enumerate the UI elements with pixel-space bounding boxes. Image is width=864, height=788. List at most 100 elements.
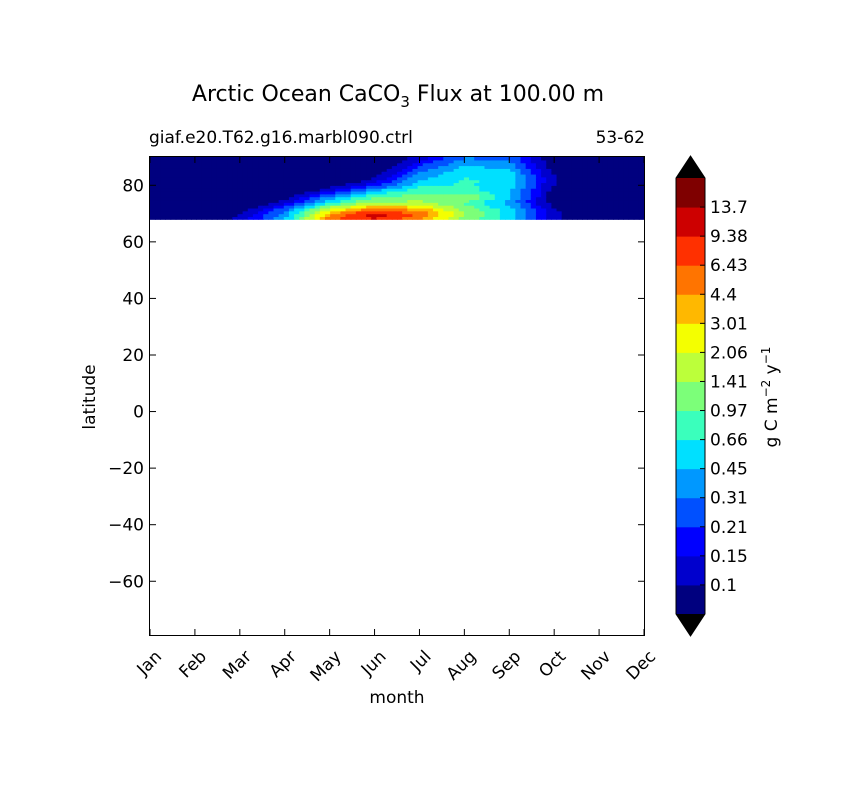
heatmap-cell xyxy=(530,205,537,209)
heatmap-cell xyxy=(165,185,172,189)
heatmap-cell xyxy=(407,205,414,209)
heatmap-cell xyxy=(453,205,460,209)
heatmap-cell xyxy=(355,182,362,186)
heatmap-cell xyxy=(283,173,290,178)
heatmap-cell xyxy=(623,213,630,217)
heatmap-cell xyxy=(551,165,558,169)
heatmap-cell xyxy=(546,182,552,186)
heatmap-cell xyxy=(397,213,403,217)
heatmap-cell xyxy=(582,193,588,198)
heatmap-cell xyxy=(582,179,588,184)
heatmap-cell xyxy=(597,176,604,181)
heatmap-cell xyxy=(340,190,347,195)
colorbar-under-triangle xyxy=(676,614,705,636)
heatmap-cell xyxy=(433,171,439,175)
heatmap-cell xyxy=(324,162,331,167)
heatmap-cell xyxy=(499,199,506,203)
heatmap-cell xyxy=(340,185,347,189)
heatmap-cell xyxy=(448,165,455,169)
heatmap-cell xyxy=(381,179,388,184)
heatmap-cell xyxy=(412,173,419,178)
heatmap-cell xyxy=(160,205,167,209)
heatmap-cell xyxy=(561,171,568,175)
heatmap-cell xyxy=(242,188,249,192)
heatmap-cell xyxy=(484,165,491,169)
heatmap-cell xyxy=(371,199,378,203)
heatmap-cell xyxy=(494,213,501,217)
heatmap-cell xyxy=(453,171,460,175)
heatmap-cell xyxy=(319,165,326,169)
heatmap-cell xyxy=(561,182,568,186)
heatmap-cell xyxy=(252,199,259,203)
heatmap-cell xyxy=(489,188,496,192)
heatmap-cell xyxy=(150,210,156,215)
heatmap-cell xyxy=(633,168,640,172)
heatmap-cell xyxy=(211,176,218,181)
heatmap-cell xyxy=(427,182,434,186)
heatmap-cell xyxy=(350,185,357,189)
heatmap-cell xyxy=(252,185,259,189)
heatmap-cell xyxy=(448,190,455,195)
heatmap-cell xyxy=(391,190,398,195)
heatmap-cell xyxy=(505,168,511,172)
heatmap-cell xyxy=(438,199,444,203)
heatmap-cell xyxy=(304,168,311,172)
heatmap-cell xyxy=(294,199,300,203)
heatmap-cell xyxy=(294,190,300,195)
heatmap-cell xyxy=(335,171,341,175)
heatmap-cell xyxy=(273,196,280,201)
heatmap-cell xyxy=(335,210,341,215)
heatmap-cell xyxy=(469,202,475,206)
heatmap-cell xyxy=(335,216,341,220)
heatmap-cell xyxy=(577,199,583,203)
heatmap-cell xyxy=(232,193,239,198)
heatmap-cell xyxy=(191,159,197,164)
heatmap-cell xyxy=(340,173,347,178)
heatmap-cell xyxy=(613,205,619,209)
heatmap-cell xyxy=(314,207,321,212)
heatmap-cell xyxy=(407,199,414,203)
heatmap-cell xyxy=(216,199,223,203)
heatmap-cell xyxy=(376,199,383,203)
heatmap-cell xyxy=(577,159,583,164)
heatmap-cell xyxy=(335,193,341,198)
heatmap-cell xyxy=(201,168,208,172)
heatmap-cell xyxy=(592,173,599,178)
heatmap-cell xyxy=(366,210,372,215)
heatmap-cell xyxy=(499,165,506,169)
heatmap-cell xyxy=(520,157,527,161)
heatmap-cell xyxy=(525,165,532,169)
heatmap-cell xyxy=(417,210,424,215)
heatmap-cell xyxy=(397,176,403,181)
heatmap-cell xyxy=(294,216,300,220)
heatmap-cell xyxy=(360,185,367,189)
heatmap-cell xyxy=(407,196,414,201)
heatmap-cell xyxy=(366,213,372,217)
heatmap-cell xyxy=(186,207,192,212)
heatmap-cell xyxy=(571,216,578,220)
heatmap-cell xyxy=(489,173,496,178)
heatmap-cell xyxy=(304,179,311,184)
heatmap-cell xyxy=(340,171,347,175)
heatmap-cell xyxy=(247,213,254,217)
heatmap-cell xyxy=(525,168,532,172)
heatmap-cell xyxy=(438,190,444,195)
heatmap-cell xyxy=(319,199,326,203)
heatmap-cell xyxy=(268,196,275,201)
heatmap-cell xyxy=(263,216,269,220)
heatmap-cell xyxy=(505,199,511,203)
heatmap-cell xyxy=(350,188,357,192)
heatmap-cell xyxy=(592,171,599,175)
heatmap-cell xyxy=(453,185,460,189)
heatmap-cell xyxy=(479,196,486,201)
heatmap-cell xyxy=(607,196,614,201)
heatmap-cell xyxy=(494,173,501,178)
heatmap-cell xyxy=(484,185,491,189)
colorbar-outline xyxy=(675,155,706,637)
heatmap-cell xyxy=(258,210,264,215)
heatmap-cell xyxy=(484,171,491,175)
heatmap-cell xyxy=(371,188,378,192)
heatmap-cell xyxy=(422,210,429,215)
heatmap-cell xyxy=(438,196,444,201)
